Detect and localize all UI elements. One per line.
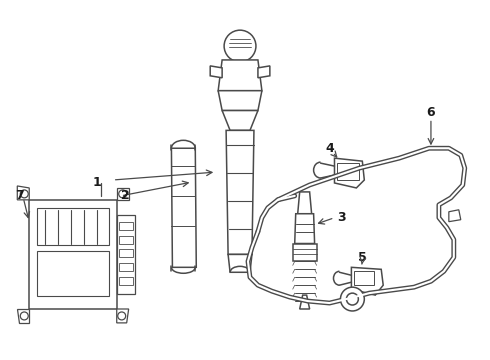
Circle shape (224, 30, 256, 62)
Polygon shape (117, 309, 129, 323)
Circle shape (20, 312, 28, 320)
Polygon shape (222, 111, 258, 130)
Circle shape (346, 293, 358, 305)
Polygon shape (449, 210, 461, 222)
Bar (354, 271, 374, 285)
Polygon shape (218, 91, 262, 111)
Text: 3: 3 (338, 211, 346, 224)
Bar (117, 215, 135, 294)
Circle shape (119, 190, 127, 198)
Bar (119, 264, 133, 271)
Polygon shape (335, 158, 365, 188)
Polygon shape (17, 186, 29, 200)
Text: 1: 1 (92, 176, 101, 189)
Text: 4: 4 (325, 142, 334, 155)
Text: 6: 6 (427, 106, 435, 119)
Bar (37, 208, 109, 246)
Bar (37, 251, 109, 296)
Text: 5: 5 (358, 251, 367, 264)
Polygon shape (172, 148, 196, 267)
Polygon shape (228, 255, 252, 272)
Polygon shape (300, 295, 310, 309)
Text: 7: 7 (15, 189, 24, 202)
Bar (119, 235, 133, 243)
Polygon shape (258, 66, 270, 78)
Circle shape (118, 312, 125, 320)
Circle shape (20, 190, 28, 198)
Bar (119, 249, 133, 257)
Circle shape (341, 287, 365, 311)
Bar (119, 277, 133, 285)
Polygon shape (117, 188, 129, 200)
Polygon shape (298, 192, 312, 214)
Polygon shape (226, 130, 254, 255)
Polygon shape (293, 243, 317, 261)
Polygon shape (294, 214, 315, 243)
Bar (119, 222, 133, 230)
Bar (29, 200, 117, 309)
Polygon shape (351, 267, 383, 295)
Polygon shape (17, 309, 29, 323)
Polygon shape (218, 60, 262, 91)
Text: 2: 2 (121, 189, 129, 202)
Bar (338, 163, 359, 180)
Polygon shape (210, 66, 222, 78)
